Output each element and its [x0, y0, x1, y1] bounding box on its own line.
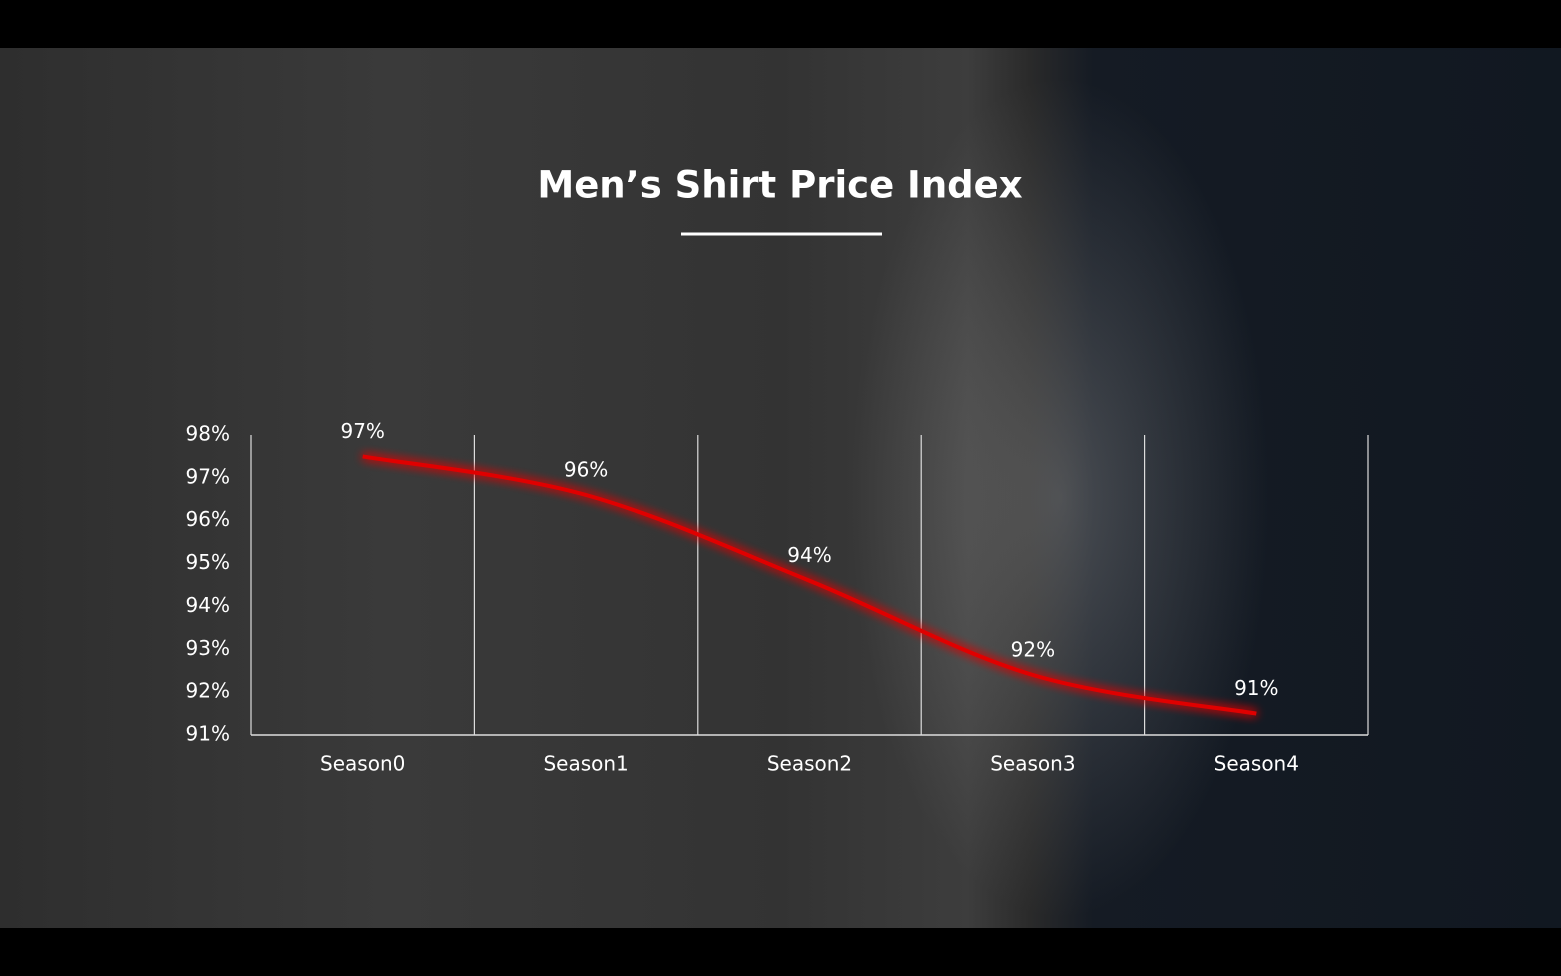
data-label: 91% [1234, 676, 1278, 700]
y-tick-label: 94% [186, 593, 230, 617]
chart-title: Men’s Shirt Price Index [537, 164, 1022, 207]
y-tick-label: 98% [186, 422, 230, 446]
y-tick-label: 96% [186, 507, 230, 531]
data-label: 97% [340, 419, 384, 443]
data-label: 96% [564, 458, 608, 482]
x-tick-label: Season2 [767, 752, 852, 776]
x-tick-label: Season4 [1214, 752, 1299, 776]
background [0, 48, 1561, 928]
y-tick-label: 91% [186, 722, 230, 746]
data-label: 94% [787, 543, 831, 567]
y-tick-label: 95% [186, 550, 230, 574]
line [362, 454, 1257, 716]
y-tick-label: 93% [186, 636, 230, 660]
x-tick-label: Season3 [990, 752, 1075, 776]
x-tick-label: Season1 [543, 752, 628, 776]
y-tick-label: 97% [186, 464, 230, 488]
data-label: 92% [1011, 638, 1055, 662]
x-tick-label: Season0 [320, 752, 405, 776]
y-tick-label: 92% [186, 679, 230, 703]
